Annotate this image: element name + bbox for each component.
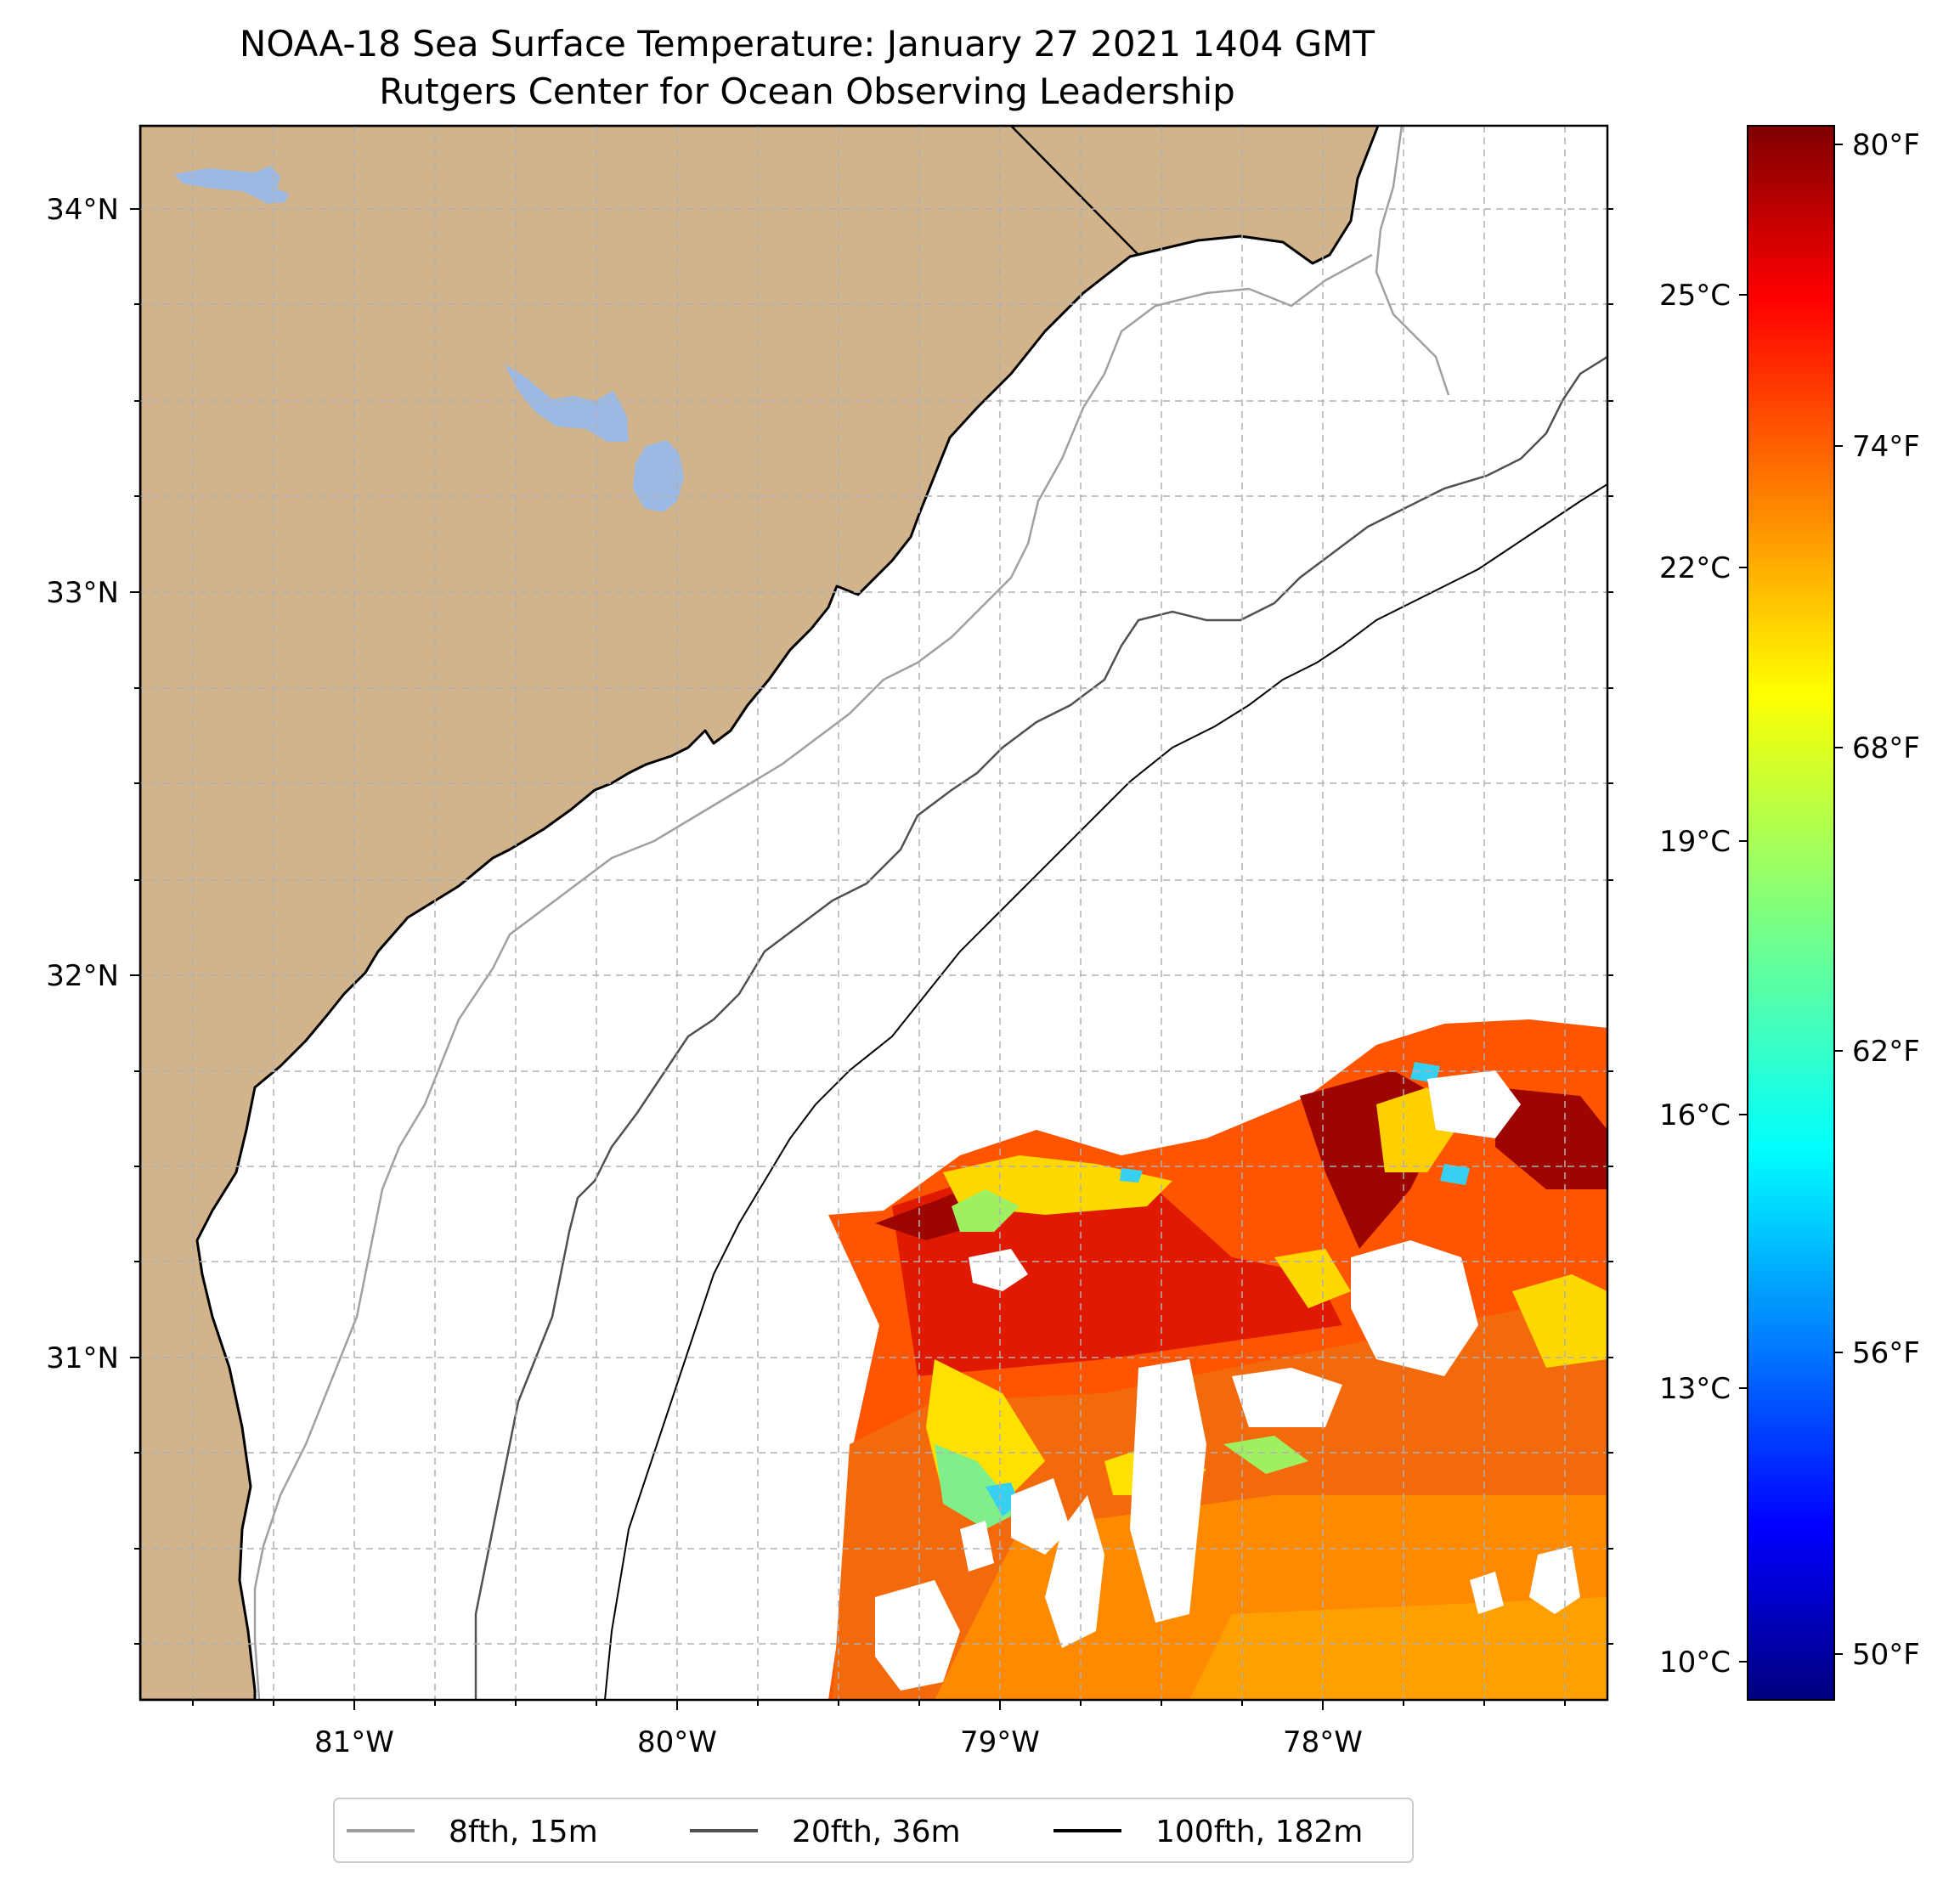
colorbar-fahrenheit-label: 68°F [1852,731,1920,765]
lake [174,166,289,204]
lon-tick-label: 80°W [637,1725,717,1759]
contour-182m [604,483,1607,1700]
colorbar-fahrenheit-label: 56°F [1852,1336,1920,1370]
lat-tick-label: 32°N [46,959,119,993]
map-subtitle: Rutgers Center for Ocean Observing Leade… [379,71,1235,112]
colorbar-fahrenheit-label: 50°F [1852,1638,1920,1672]
colorbar-celsius-label: 10°C [1659,1646,1731,1680]
lake [633,440,684,512]
sst-data [828,1019,1607,1700]
colorbar-celsius-label: 25°C [1659,279,1731,313]
map-frame [138,124,1609,1702]
colorbar-celsius-label: 19°C [1659,825,1731,859]
colorbar-ticks [1739,144,1843,1663]
axis-ticks [130,208,1613,1710]
colorbar-fahrenheit-label: 62°F [1852,1035,1920,1069]
contour-15m [253,126,1450,1700]
colorbar-celsius-label: 16°C [1659,1098,1731,1132]
colorbar-fahrenheit-label: 80°F [1852,128,1920,162]
contour-36m [474,355,1607,1700]
map-title: NOAA-18 Sea Surface Temperature: January… [239,23,1375,65]
legend: 8fth, 15m 20fth, 36m 100fth, 182m [333,1798,1414,1863]
colorbar-celsius-label: 13°C [1659,1372,1731,1406]
lat-tick-label: 33°N [46,576,119,610]
lon-tick-label: 79°W [960,1725,1040,1759]
gridlines [140,126,1607,1700]
lake [504,364,629,442]
lon-tick-label: 81°W [314,1725,394,1759]
lat-tick-label: 34°N [46,193,119,227]
legend-label: 100fth, 182m [1155,1815,1363,1849]
colorbar-celsius-label: 22°C [1659,551,1731,585]
legend-label: 8fth, 15m [449,1815,598,1849]
lon-tick-label: 78°W [1283,1725,1363,1759]
colorbar [1747,125,1835,1701]
legend-label: 20fth, 36m [792,1815,961,1849]
colorbar-fahrenheit-label: 74°F [1852,430,1920,464]
state-boundary [1010,126,1139,256]
land [140,126,1380,1700]
lat-tick-label: 31°N [46,1341,119,1375]
